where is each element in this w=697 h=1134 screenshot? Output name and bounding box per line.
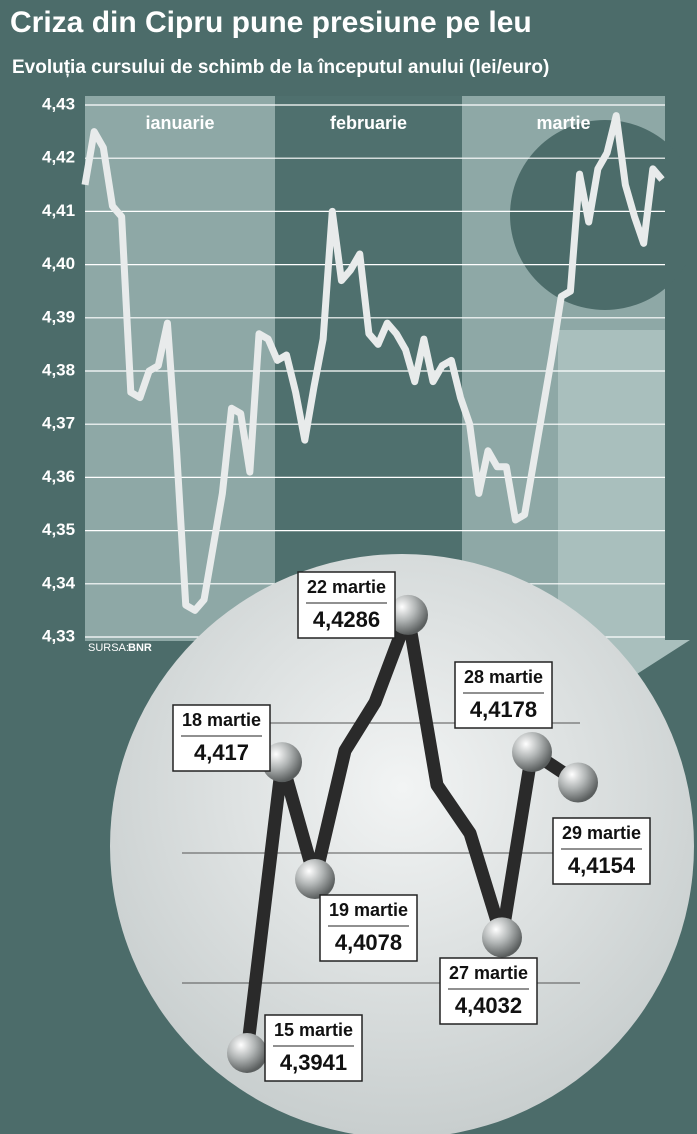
data-point bbox=[388, 594, 428, 635]
data-point bbox=[482, 917, 522, 958]
y-tick-label: 4,42 bbox=[42, 148, 75, 167]
month-label: martie bbox=[536, 113, 590, 133]
date-label: 18 martie bbox=[182, 710, 261, 730]
date-label: 28 martie bbox=[464, 667, 543, 687]
data-point bbox=[512, 732, 552, 773]
label-box bbox=[552, 817, 651, 885]
value-label: 4,4286 bbox=[313, 607, 380, 632]
data-point bbox=[227, 1032, 267, 1073]
value-label: 4,3941 bbox=[280, 1050, 347, 1075]
source: BNR bbox=[128, 642, 152, 654]
subtitle: Evoluția cursului de schimb de la începu… bbox=[12, 57, 549, 78]
label-box bbox=[297, 571, 396, 639]
value-label: 4,4154 bbox=[568, 853, 636, 878]
y-tick-label: 4,43 bbox=[42, 94, 75, 113]
y-tick-label: 4,37 bbox=[42, 414, 75, 433]
title: Criza din Cipru pune presiune pe leu bbox=[10, 6, 532, 39]
y-tick-label: 4,33 bbox=[42, 626, 75, 645]
data-point bbox=[295, 858, 335, 899]
source-label: SURSA: bbox=[88, 642, 129, 654]
value-label: 4,4178 bbox=[470, 697, 537, 722]
zoom-circle bbox=[510, 120, 697, 310]
month-label: ianuarie bbox=[145, 113, 214, 133]
date-label: 15 martie bbox=[274, 1020, 353, 1040]
label-box bbox=[454, 661, 553, 729]
date-label: 19 martie bbox=[329, 900, 408, 920]
y-tick-label: 4,39 bbox=[42, 307, 75, 326]
inset-chart: 15 martie 4,3941 18 martie 4,417 19 martie 4,… bbox=[172, 571, 651, 1082]
value-label: 4,4078 bbox=[335, 930, 402, 955]
date-label: 27 martie bbox=[449, 963, 528, 983]
y-tick-label: 4,40 bbox=[42, 254, 75, 273]
label-box bbox=[319, 894, 418, 962]
value-label: 4,417 bbox=[194, 740, 249, 765]
label-box bbox=[439, 957, 538, 1025]
month-label: februarie bbox=[330, 113, 407, 133]
data-line bbox=[81, 112, 665, 614]
date-label: 22 martie bbox=[307, 577, 386, 597]
y-tick-label: 4,34 bbox=[42, 573, 76, 592]
label-box bbox=[172, 704, 271, 772]
value-label: 4,4032 bbox=[455, 993, 522, 1018]
data-point bbox=[558, 762, 598, 803]
zoom-arrow bbox=[540, 330, 690, 688]
y-tick-label: 4,41 bbox=[42, 201, 75, 220]
data-point bbox=[262, 742, 302, 783]
y-tick-label: 4,38 bbox=[42, 360, 75, 379]
label-box bbox=[264, 1014, 363, 1082]
y-tick-label: 4,35 bbox=[42, 520, 75, 539]
main-chart: 4,33 4,34 4,35 4,36 4,37 4,38 4,39 4,40 4,41 4,42… bbox=[42, 94, 665, 645]
y-tick-label: 4,36 bbox=[42, 467, 75, 486]
date-label: 29 martie bbox=[562, 823, 641, 843]
